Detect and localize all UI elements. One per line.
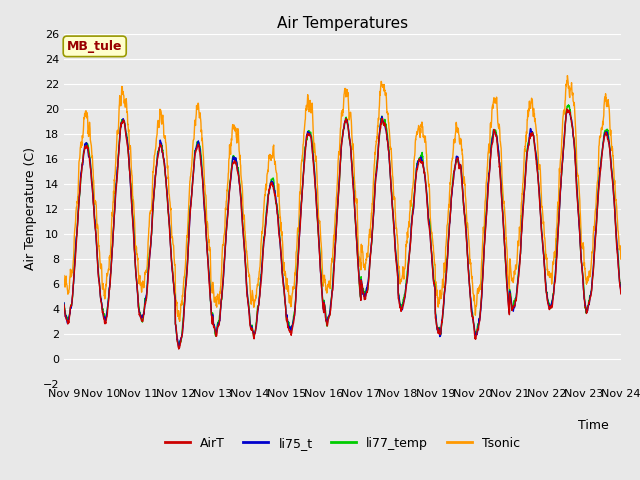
Legend: AirT, li75_t, li77_temp, Tsonic: AirT, li75_t, li77_temp, Tsonic xyxy=(160,432,525,455)
Title: Air Temperatures: Air Temperatures xyxy=(277,16,408,31)
Y-axis label: Air Temperature (C): Air Temperature (C) xyxy=(24,147,37,270)
Text: MB_tule: MB_tule xyxy=(67,40,122,53)
X-axis label: Time: Time xyxy=(577,419,609,432)
